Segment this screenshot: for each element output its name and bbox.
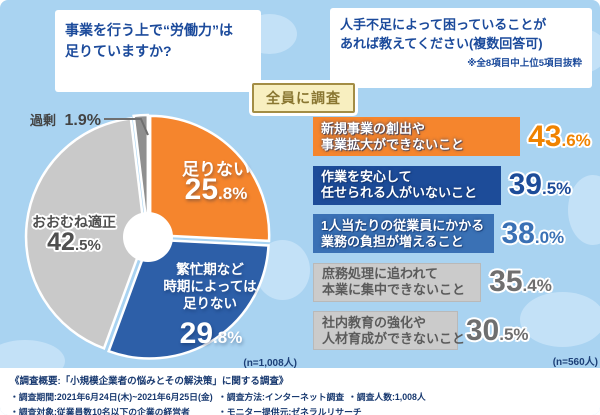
footer-item-monitor: ・モニター提供元:ゼネラルリサーチ — [218, 407, 362, 415]
pie-leader-line — [104, 118, 149, 136]
pie-label-line: 時期によっては — [163, 278, 257, 294]
bar-label-line: 業務の負担が増えること — [321, 233, 464, 249]
question-line: あれば教えてください(複数回答可) — [340, 35, 543, 51]
pie-label-line: 繁忙期など — [176, 262, 244, 277]
bar-value: 30.5% — [465, 313, 529, 347]
pie-value-hanbouki: 29.8% — [179, 317, 243, 350]
bar-label-line: 庶務処理に追われて — [322, 266, 438, 282]
bar-segment: 社内教育の強化や 人材育成ができないこと — [313, 311, 466, 350]
bar-label-line: 作業を安心して — [321, 169, 412, 185]
bar-label-line: 任せられる人がいないこと — [321, 185, 478, 200]
question-panel-labor: 事業を行う上で“労働力”は 足りていますか? — [55, 10, 261, 92]
bar-label-line: 新規事業の創出や — [321, 120, 426, 136]
pie-label-tarinai: 足りない — [182, 160, 250, 179]
bar-row-1: 作業を安心して 任せられる人がいないこと 39.5% — [313, 165, 591, 205]
bar-value: 43.6% — [528, 119, 591, 153]
question-line: 足りていますか? — [65, 43, 172, 59]
sample-size-list: (n=560人) — [552, 357, 598, 368]
pie-label-hanbouki: 繁忙期など 時期によっては 足りない — [148, 262, 272, 313]
pie-slice-3 — [132, 113, 150, 235]
bar-value: 38.0% — [501, 216, 565, 250]
sample-size-pie: (n=1,008人) — [243, 358, 297, 369]
bar-label-line: 社内教育の強化や — [322, 314, 427, 330]
cloud-shape — [520, 292, 600, 347]
pie-label-line: 過剰 — [30, 113, 57, 128]
bar-segment: 庶務処理に追われて 本業に集中できないこと — [313, 262, 482, 302]
pie-label-kajou: 過剰 1.9% — [30, 110, 110, 130]
pie-slice-2 — [24, 117, 147, 350]
bar-row-2: 1人当たりの従業員にかかる 業務の負担が増えること 38.0% — [313, 214, 591, 253]
footer-item-period: ・調査期間:2021年6月24日(木)~2021年6月25日(金) — [10, 391, 213, 402]
bar-label-line: 本業に集中できないこと — [322, 282, 466, 297]
survey-scope-badge: 全員に調査 — [252, 83, 355, 113]
footer-item-target: ・調査対象:従業員数10名以下の企業の経営者 — [10, 407, 190, 415]
bar-value: 35.4% — [489, 265, 552, 298]
bar-row-3: 庶務処理に追われて 本業に集中できないこと 35.4% — [313, 262, 591, 302]
question-line: 事業を行う上で“労働力”は — [65, 22, 233, 38]
pie-label-line: 足りない — [183, 295, 237, 311]
pie-value-kajou: 1.9% — [64, 112, 101, 129]
bar-list: 新規事業の創出や 事業拡大ができないこと 43.6% 作業を安心して 任せられる人がいな… — [313, 117, 591, 350]
question-note: ※全8項目中上位5項目抜粋 — [467, 57, 582, 69]
pie-slice-1 — [107, 238, 270, 360]
bar-label-line: 人材育成ができないこと — [322, 330, 466, 346]
bar-row-0: 新規事業の創出や 事業拡大ができないこと 43.6% — [313, 117, 591, 156]
pie-slice-0 — [148, 114, 271, 243]
footer-heading: 《調査概要:「小規模企業者の悩みとその解決策」に関する調査》 — [10, 376, 289, 387]
survey-overview-footer: 《調査概要:「小規模企業者の悩みとその解決策」に関する調査》 ・調査期間:202… — [0, 368, 600, 415]
pie-label-oomune: おおむね適正 — [32, 214, 116, 230]
bar-row-4: 社内教育の強化や 人材育成ができないこと 30.5% — [313, 311, 591, 350]
question-line: 人手不足によって困っていることが — [340, 17, 547, 32]
bar-value: 39.5% — [508, 168, 572, 201]
bar-label-line: 事業拡大ができないこと — [321, 136, 465, 152]
footer-item-count: ・調査人数:1,008人 — [348, 391, 426, 402]
bar-label-line: 1人当たりの従業員にかかる — [321, 217, 485, 233]
question-panel-shortage: 人手不足によって困っていることが あれば教えてください(複数回答可) ※全8項目… — [330, 8, 592, 88]
pie-donut-hole — [123, 212, 173, 262]
pie-value-oomune: 42.5% — [47, 228, 101, 256]
bar-segment: 新規事業の創出や 事業拡大ができないこと — [313, 117, 521, 156]
footer-item-method: ・調査方法:インターネット調査 — [218, 391, 345, 402]
pie-value-tarinai: 25.8% — [184, 173, 248, 206]
bar-segment: 1人当たりの従業員にかかる 業務の負担が増えること — [313, 214, 494, 253]
bar-segment: 作業を安心して 任せられる人がいないこと — [313, 165, 501, 205]
